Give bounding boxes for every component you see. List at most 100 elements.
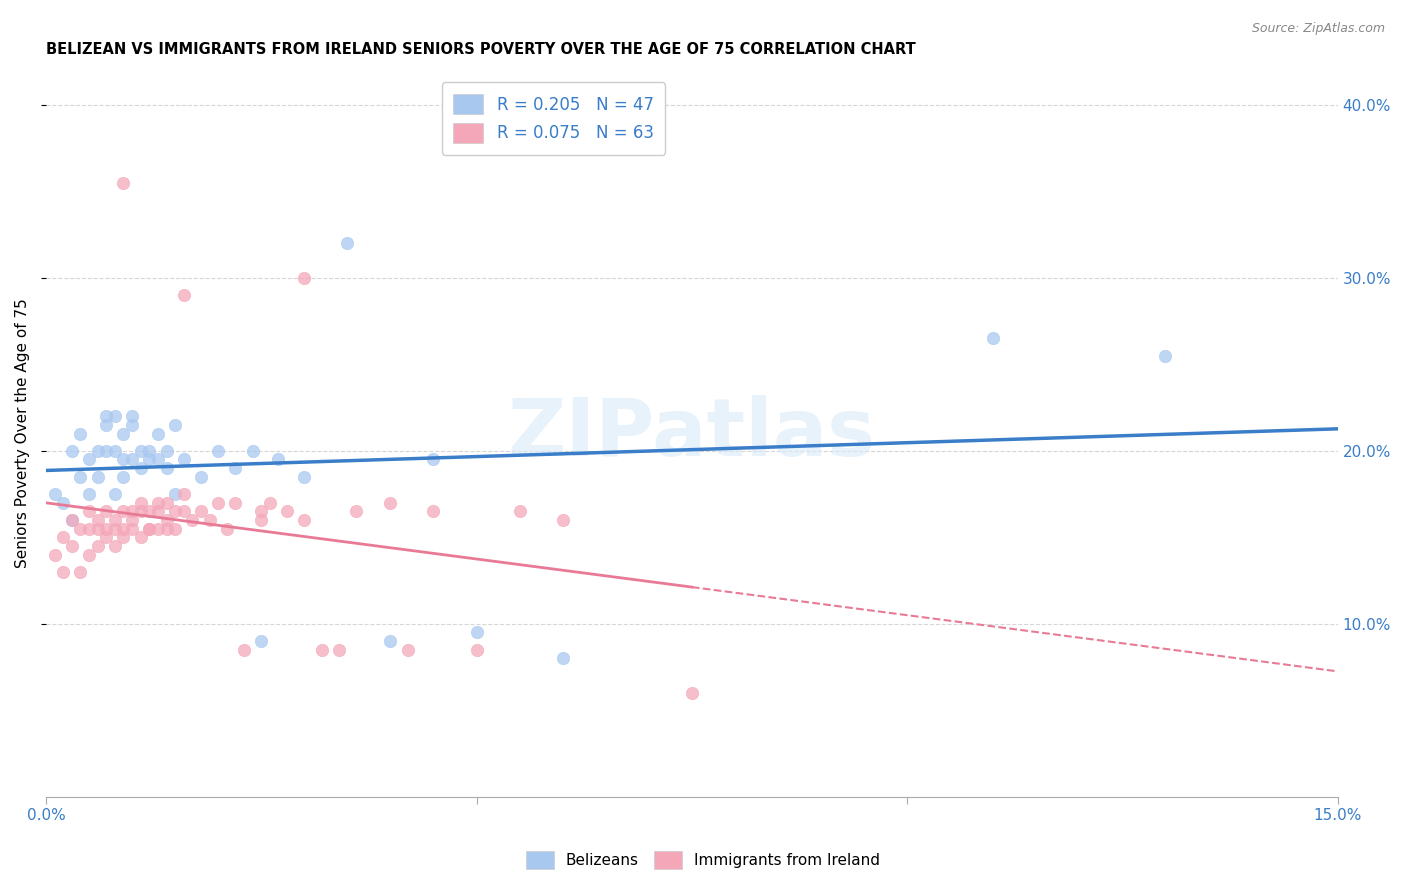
Point (173, 504, 195, 518)
Point (146, 452, 169, 467)
Point (86, 539, 108, 553)
Point (121, 452, 143, 467)
Point (86, 522, 108, 536)
Text: BELIZEAN VS IMMIGRANTS FROM IRELAND SENIORS POVERTY OVER THE AGE OF 75 CORRELATI: BELIZEAN VS IMMIGRANTS FROM IRELAND SENI… (46, 42, 915, 57)
Point (165, 504, 187, 518)
Point (380, 634, 402, 648)
Point (112, 522, 135, 536)
Point (96, 530, 118, 544)
Point (465, 642, 488, 657)
Point (112, 470, 135, 484)
Point (146, 426, 169, 441)
Point (551, 513, 574, 527)
Point (551, 651, 574, 665)
Point (138, 504, 160, 518)
Point (96, 417, 118, 432)
Point (207, 496, 229, 510)
Point (60, 443, 83, 458)
Point (138, 522, 160, 536)
Point (165, 522, 187, 536)
Point (129, 443, 152, 458)
Point (69, 470, 91, 484)
Point (165, 417, 187, 432)
Legend: Belizeans, Immigrants from Ireland: Belizeans, Immigrants from Ireland (520, 845, 886, 875)
Point (69, 426, 91, 441)
Point (52, 496, 75, 510)
Point (112, 176, 135, 190)
Point (250, 504, 273, 518)
Point (104, 539, 127, 553)
Point (173, 452, 195, 467)
Point (250, 513, 273, 527)
Point (77, 522, 100, 536)
Point (224, 496, 246, 510)
Point (292, 513, 315, 527)
Point (129, 530, 152, 544)
Point (422, 504, 444, 518)
Point (52, 565, 75, 579)
Point (77, 487, 100, 501)
Point (69, 522, 91, 536)
Text: ZIPatlas: ZIPatlas (508, 394, 876, 473)
Legend: R = 0.205   N = 47, R = 0.075   N = 63: R = 0.205 N = 47, R = 0.075 N = 63 (441, 82, 665, 154)
Point (422, 452, 444, 467)
Point (311, 642, 333, 657)
Point (259, 496, 281, 510)
Point (96, 409, 118, 424)
Point (292, 271, 315, 285)
Point (121, 522, 143, 536)
Point (173, 288, 195, 302)
Point (44, 548, 66, 562)
Point (155, 496, 177, 510)
Point (77, 504, 100, 518)
Point (155, 461, 177, 475)
Point (44, 487, 66, 501)
Point (181, 513, 204, 527)
Point (96, 504, 118, 518)
Point (250, 634, 273, 648)
Point (981, 331, 1004, 345)
Point (328, 642, 350, 657)
Point (267, 452, 290, 467)
Point (465, 625, 488, 640)
Text: Source: ZipAtlas.com: Source: ZipAtlas.com (1251, 22, 1385, 36)
Point (121, 417, 143, 432)
Point (155, 522, 177, 536)
Point (104, 522, 127, 536)
Point (60, 539, 83, 553)
Y-axis label: Seniors Poverty Over the Age of 75: Seniors Poverty Over the Age of 75 (15, 299, 30, 568)
Point (112, 452, 135, 467)
Point (104, 513, 127, 527)
Point (86, 513, 108, 527)
Point (96, 522, 118, 536)
Point (86, 443, 108, 458)
Point (121, 504, 143, 518)
Point (380, 496, 402, 510)
Point (224, 461, 246, 475)
Point (104, 409, 127, 424)
Point (52, 530, 75, 544)
Point (129, 496, 152, 510)
Point (344, 504, 367, 518)
Point (190, 470, 212, 484)
Point (242, 443, 264, 458)
Point (77, 548, 100, 562)
Point (146, 496, 169, 510)
Point (86, 470, 108, 484)
Point (60, 513, 83, 527)
Point (336, 236, 359, 251)
Point (121, 409, 143, 424)
Point (292, 470, 315, 484)
Point (138, 522, 160, 536)
Point (198, 513, 221, 527)
Point (138, 443, 160, 458)
Point (165, 487, 187, 501)
Point (207, 443, 229, 458)
Point (215, 522, 238, 536)
Point (146, 522, 169, 536)
Point (190, 504, 212, 518)
Point (112, 504, 135, 518)
Point (104, 443, 127, 458)
Point (112, 426, 135, 441)
Point (121, 513, 143, 527)
